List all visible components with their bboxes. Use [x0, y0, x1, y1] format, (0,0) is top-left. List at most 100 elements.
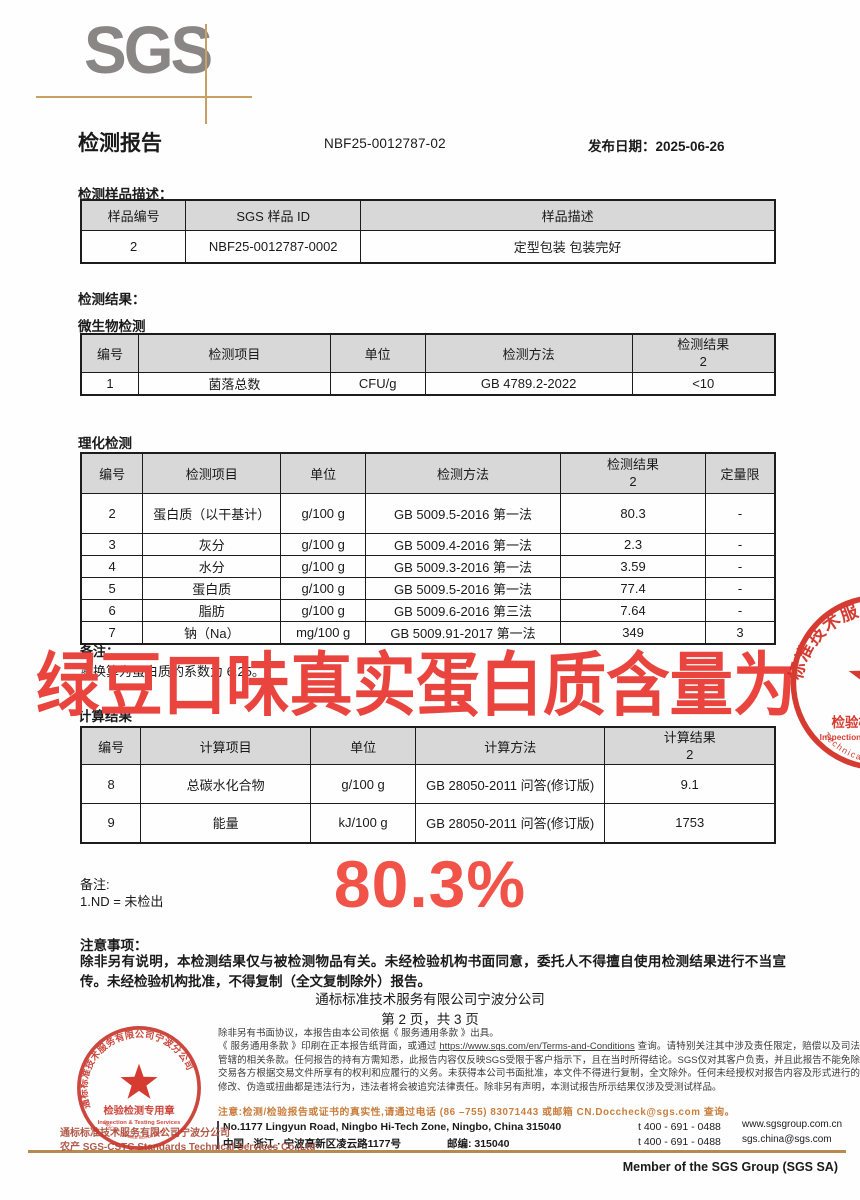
table-row: 1 菌落总数 CFU/g GB 4789.2-2022 <10: [80, 371, 776, 395]
table-row: 6 脂肪 g/100 g GB 5009.6-2016 第三法 7.64 -: [80, 598, 776, 622]
column-header: 单位: [280, 452, 367, 494]
table-cell: 349: [560, 620, 707, 644]
logo-vertical-rule: [205, 24, 207, 124]
authenticity-hotline: 注意:检测/检验报告或证书的真实性,请通过电话 (86 –755) 830714…: [218, 1107, 736, 1118]
issue-date: 发布日期：2025-06-26: [588, 139, 725, 154]
table-cell: kJ/100 g: [310, 803, 416, 843]
table-cell: 9: [80, 803, 142, 843]
column-header: 检测方法: [365, 452, 562, 494]
calc-section-heading: 计算结果: [78, 709, 132, 724]
micro-section-heading: 微生物检测: [78, 319, 146, 334]
address-english: No.1177 Lingyun Road, Ningbo Hi-Tech Zon…: [223, 1121, 562, 1133]
column-header: 计算结果 2: [604, 726, 776, 765]
table-cell: GB 5009.3-2016 第一法: [365, 554, 562, 578]
sample-table: 样品编号 SGS 样品 ID 样品描述 2 NBF25-0012787-0002…: [80, 199, 776, 264]
table-cell: 4: [80, 554, 144, 578]
terms-fine-print: 除非另有书面协议，本报告由本公司依据《 服务通用条款 》出具。 《 服务通用条款…: [218, 1027, 860, 1094]
table-cell: 77.4: [560, 576, 707, 600]
column-header: 计算项目: [140, 726, 312, 765]
column-header: 检测项目: [142, 452, 282, 494]
table-cell: 定型包装 包装完好: [360, 229, 776, 264]
table-cell: 6: [80, 598, 144, 622]
column-header: 检测结果 2: [631, 333, 776, 373]
physchem-table: 编号 检测项目 单位 检测方法 检测结果 2 定量限 2 蛋白质（以干基计） g/…: [80, 452, 776, 645]
company-name: 通标标准技术服务有限公司宁波分公司: [315, 992, 545, 1007]
testing-stamp-icon: 标准技术服务有限公司 检验检测专用章 Inspection & Testing …: [786, 596, 860, 769]
table-cell: CFU/g: [329, 371, 426, 395]
table-cell: 3.59: [560, 554, 707, 578]
micro-table: 编号 检测项目 单位 检测方法 检测结果 2 1 菌落总数 CFU/g GB 47…: [80, 333, 776, 396]
table-cell: 水分: [142, 554, 282, 578]
table-row: 7 钠（Na） mg/100 g GB 5009.91-2017 第一法 349…: [80, 620, 776, 644]
physchem-remark-text: 氮换算为蛋白质的系数为 6.25。: [80, 664, 265, 679]
table-cell: g/100 g: [280, 532, 367, 556]
column-header: 样品描述: [360, 199, 776, 231]
svg-text:Inspection & Testing Services: Inspection & Testing Services: [820, 732, 860, 742]
table-cell: NBF25-0012787-0002: [185, 229, 362, 264]
sgs-logo: SGS: [84, 12, 213, 88]
column-header: 计算方法: [414, 726, 606, 765]
column-header: 编号: [80, 452, 144, 494]
table-cell: 1753: [604, 803, 776, 843]
sgs-member-line: Member of the SGS Group (SGS SA): [622, 1160, 838, 1174]
table-cell: -: [705, 492, 776, 534]
table-row: 8 总碳水化合物 g/100 g GB 28050-2011 问答(修订版) 9…: [80, 764, 776, 804]
table-row: 4 水分 g/100 g GB 5009.3-2016 第一法 3.59 -: [80, 554, 776, 578]
table-cell: g/100 g: [280, 576, 367, 600]
address-chinese: 中国 · 浙江 · 宁波高新区凌云路1177号 邮编: 315040: [223, 1138, 510, 1150]
table-cell: GB 5009.91-2017 第一法: [365, 620, 562, 644]
table-cell: 蛋白质: [142, 576, 282, 600]
column-header: 检测结果 2: [560, 452, 707, 494]
terms-url: https://www.sgs.com/en/Terms-and-Conditi…: [439, 1041, 635, 1053]
table-cell: 蛋白质（以干基计）: [142, 492, 282, 534]
terms-text: 《 服务通用条款 》印刷在正本报告纸背面，或通过: [218, 1041, 440, 1053]
table-cell: g/100 g: [280, 598, 367, 622]
phone-number: t 400 - 691 - 0488: [638, 1121, 721, 1133]
table-cell: GB 4789.2-2022: [424, 371, 633, 395]
website-url: www.sgsgroup.com.cn: [742, 1119, 843, 1130]
table-cell: 3: [80, 532, 144, 556]
table-row: 2 NBF25-0012787-0002 定型包装 包装完好: [80, 229, 776, 264]
table-cell: g/100 g: [280, 554, 367, 578]
table-cell: g/100 g: [280, 492, 367, 534]
table-cell: 7.64: [560, 598, 707, 622]
table-cell: GB 5009.4-2016 第一法: [365, 532, 562, 556]
red-overlay-headline: 绿豆口味真实蛋白质含量为: [36, 646, 797, 724]
svg-text:检验检测专用章: 检验检测专用章: [832, 714, 860, 730]
notes-block: 备注: 1.ND = 未检出: [80, 876, 163, 910]
table-cell: -: [705, 532, 776, 556]
column-header: 编号: [80, 726, 142, 765]
table-cell: -: [705, 598, 776, 622]
sample-section-heading: 检测样品描述：: [78, 187, 173, 202]
table-cell: 3: [705, 620, 776, 644]
column-header: 样品编号: [80, 199, 187, 231]
address-divider: [217, 1121, 219, 1149]
terms-text: 查询。请特别关注其中涉及责任限定，赔偿以及司法管辖的相关条款。任何报告的持有方需…: [218, 1041, 860, 1093]
table-cell: 2.3: [560, 532, 707, 556]
phone-number: t 400 - 691 - 0488: [638, 1136, 721, 1148]
table-cell: g/100 g: [310, 764, 416, 804]
table-cell: GB 28050-2011 问答(修订版): [414, 764, 606, 804]
table-row: 5 蛋白质 g/100 g GB 5009.5-2016 第一法 77.4 -: [80, 576, 776, 600]
email-address: sgs.china@sgs.com: [742, 1134, 832, 1145]
page-title: 检测报告: [78, 132, 162, 155]
table-cell: GB 5009.5-2016 第一法: [365, 576, 562, 600]
column-header: 编号: [80, 333, 140, 373]
red-overlay-percentage: 80.3%: [333, 847, 527, 921]
svg-text:标准技术服务有限公司: 标准技术服务有限公司: [786, 597, 860, 682]
table-cell: 80.3: [560, 492, 707, 534]
physchem-remark-label: 备注：: [80, 644, 120, 659]
calc-table: 编号 计算项目 单位 计算方法 计算结果 2 8 总碳水化合物 g/100 g G…: [80, 726, 776, 844]
column-header: 定量限: [705, 452, 776, 494]
table-cell: 总碳水化合物: [140, 764, 312, 804]
svg-text:检验检测专用章: 检验检测专用章: [104, 1104, 175, 1117]
stamp-underlay-text: 通标标准技术服务有限公司宁波分公司: [60, 1128, 230, 1139]
column-header: 单位: [329, 333, 426, 373]
notice-body: 除非另有说明，本检测结果仅与被检测物品有关。未经检验机构书面同意，委托人不得擅自…: [80, 954, 786, 989]
logo-underline: [36, 96, 252, 98]
inspection-stamp-icon: 通标标准技术服务有限公司宁波分公司 检验检测专用章 Inspection & T…: [77, 1026, 201, 1150]
table-cell: 菌落总数: [138, 371, 331, 395]
table-row: 3 灰分 g/100 g GB 5009.4-2016 第一法 2.3 -: [80, 532, 776, 556]
notes-label: 备注:: [80, 877, 110, 892]
table-cell: GB 28050-2011 问答(修订版): [414, 803, 606, 843]
